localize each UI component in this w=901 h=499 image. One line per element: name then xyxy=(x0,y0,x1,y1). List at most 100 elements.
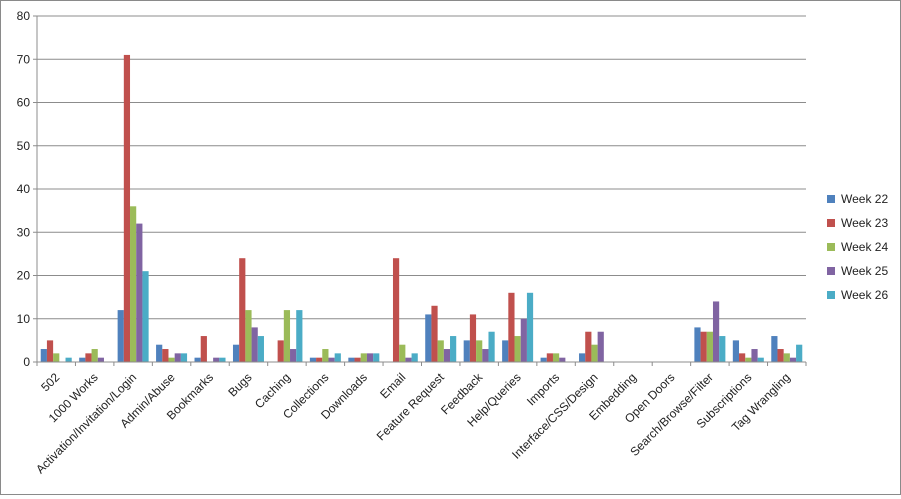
legend-label: Week 23 xyxy=(841,216,889,230)
x-tick-label: 502 xyxy=(38,370,62,394)
y-tick-label: 10 xyxy=(17,312,31,326)
bar: Week 26 - Caching: 12 xyxy=(296,310,303,362)
bar: Week 24 - Email: 4 xyxy=(399,344,406,362)
y-tick-label: 50 xyxy=(17,139,31,153)
bar: Week 23 - Bookmarks: 6 xyxy=(200,336,207,362)
legend: Week 22 Week 23 Week 24 Week 25 Week 26 xyxy=(827,189,888,309)
legend-label: Week 24 xyxy=(841,240,889,254)
bar: Week 23 - 1000 Works: 2 xyxy=(85,353,92,362)
bar: Week 22 - Search/Browse/Filter: 8 xyxy=(694,327,701,362)
bar: Week 24 - Downloads: 2 xyxy=(360,353,367,362)
bar: Week 24 - Search/Browse/Filter: 7 xyxy=(706,331,713,362)
bar: Week 22 - Activation/Invitation/Login: 1… xyxy=(117,310,124,362)
bar: Week 26 - Search/Browse/Filter: 6 xyxy=(719,336,726,362)
bar: Week 22 - Collections: 1 xyxy=(309,357,317,362)
bar: Week 25 - Subscriptions: 3 xyxy=(751,349,758,362)
bar: Week 23 - Activation/Invitation/Login: 7… xyxy=(123,54,131,363)
bar: Week 24 - Bugs: 12 xyxy=(245,310,252,362)
bar: Week 26 - Subscriptions: 1 xyxy=(757,357,764,362)
bar: Week 25 - Search/Browse/Filter: 14 xyxy=(712,301,720,362)
bar: Week 26 - Collections: 2 xyxy=(334,353,341,362)
legend-swatch xyxy=(827,243,835,251)
bar: Week 26 - Feature Request: 6 xyxy=(450,336,457,362)
bar: Week 23 - Collections: 1 xyxy=(316,357,323,362)
legend-item-week-22: Week 22 xyxy=(827,189,888,213)
legend-item-week-26: Week 26 xyxy=(827,285,888,309)
bar: Week 26 - Bookmarks: 1 xyxy=(219,357,226,362)
x-tick-label: Imports xyxy=(524,370,562,408)
bar: Week 25 - Caching: 3 xyxy=(290,349,297,362)
bar: Week 26 - Activation/Invitation/Login: 2… xyxy=(142,271,149,362)
bar: Week 22 - Bugs: 4 xyxy=(232,344,240,362)
bar: Week 25 - Feature Request: 3 xyxy=(443,349,451,362)
bar: Week 25 - Bookmarks: 1 xyxy=(213,357,220,362)
bar: Week 24 - Interface/CSS/Design: 4 xyxy=(591,344,598,362)
bar: Week 23 - Help/Queries: 16 xyxy=(508,292,515,362)
legend-item-week-25: Week 25 xyxy=(827,261,888,285)
bar: Week 25 - Imports: 1 xyxy=(559,357,566,362)
x-tick-label: Bugs xyxy=(225,370,254,399)
bar: Week 26 - Help/Queries: 16 xyxy=(526,292,534,362)
bar: Week 22 - Tag Wrangling: 6 xyxy=(771,336,778,362)
y-tick-label: 20 xyxy=(17,269,31,283)
bar: Week 23 - Bugs: 24 xyxy=(239,258,246,362)
y-tick-label: 40 xyxy=(17,182,31,196)
bar: Week 25 - Collections: 1 xyxy=(328,357,335,362)
bar: Week 23 - Search/Browse/Filter: 7 xyxy=(700,331,707,362)
bar: Week 25 - Interface/CSS/Design: 7 xyxy=(597,331,604,362)
bar: Week 22 - Interface/CSS/Design: 2 xyxy=(579,353,586,362)
bar: Week 26 - Tag Wrangling: 4 xyxy=(796,344,803,362)
y-tick-label: 0 xyxy=(23,355,30,369)
bar: Week 22 - Bookmarks: 1 xyxy=(194,357,201,362)
bar: Week 23 - Tag Wrangling: 3 xyxy=(777,349,784,362)
bar: Week 24 - Help/Queries: 6 xyxy=(514,336,521,362)
bar: Week 23 - Admin/Abuse: 3 xyxy=(162,349,169,362)
bar: Week 22 - Downloads: 1 xyxy=(348,357,355,362)
x-tick-label: Email xyxy=(377,370,408,401)
bar: Week 22 - 1000 Works: 1 xyxy=(79,357,86,362)
bar: Week 24 - Feature Request: 5 xyxy=(437,340,444,362)
legend-label: Week 25 xyxy=(841,264,889,278)
bar: Week 23 - Interface/CSS/Design: 7 xyxy=(585,331,592,362)
bar: Week 23 - Downloads: 1 xyxy=(354,357,361,362)
bar: Week 25 - Downloads: 2 xyxy=(366,353,374,362)
legend-item-week-23: Week 23 xyxy=(827,213,888,237)
axes xyxy=(33,15,807,366)
bar: Week 25 - Tag Wrangling: 1 xyxy=(789,357,797,362)
bar: Week 24 - 1000 Works: 3 xyxy=(91,349,98,362)
legend-swatch xyxy=(827,291,835,299)
bar: Week 22 - Help/Queries: 5 xyxy=(502,340,509,362)
bar: Week 25 - Feedback: 3 xyxy=(482,349,489,362)
bar: Week 23 - Imports: 2 xyxy=(546,353,553,362)
bar: Week 24 - 502: 2 xyxy=(53,353,60,362)
bar: Week 23 - Email: 24 xyxy=(392,258,400,362)
bar: Week 26 - Feedback: 7 xyxy=(488,331,495,362)
bar: Week 25 - Admin/Abuse: 2 xyxy=(174,353,181,362)
y-tick-label: 30 xyxy=(17,225,31,239)
bar: Week 26 - Admin/Abuse: 2 xyxy=(180,353,188,362)
bar: Week 24 - Subscriptions: 1 xyxy=(745,357,752,362)
bar: Week 25 - 1000 Works: 1 xyxy=(97,357,104,362)
y-tick-label: 70 xyxy=(17,52,31,66)
legend-label: Week 22 xyxy=(841,192,889,206)
legend-swatch xyxy=(827,195,835,203)
bar: Week 26 - Downloads: 2 xyxy=(373,353,380,362)
legend-label: Week 26 xyxy=(841,288,889,302)
y-tick-label: 60 xyxy=(17,96,31,110)
bar: Week 26 - Email: 2 xyxy=(411,353,418,362)
bar: Week 24 - Feedback: 5 xyxy=(476,340,483,362)
bar: Week 24 - Imports: 2 xyxy=(552,353,560,362)
bar: Week 22 - 502: 3 xyxy=(40,349,47,362)
legend-item-week-24: Week 24 xyxy=(827,237,888,261)
bar: Week 23 - 502: 5 xyxy=(46,340,54,362)
bar: Week 22 - Feedback: 5 xyxy=(463,340,470,362)
bar: Week 25 - Activation/Invitation/Login: 3… xyxy=(136,223,143,362)
bar: Week 26 - Bugs: 6 xyxy=(257,336,264,362)
bar: Week 23 - Feedback: 11 xyxy=(469,314,477,362)
bar: Week 24 - Tag Wrangling: 2 xyxy=(783,353,790,362)
bar: Week 24 - Admin/Abuse: 1 xyxy=(168,357,175,362)
x-tick-label: Feature Request xyxy=(374,370,448,444)
